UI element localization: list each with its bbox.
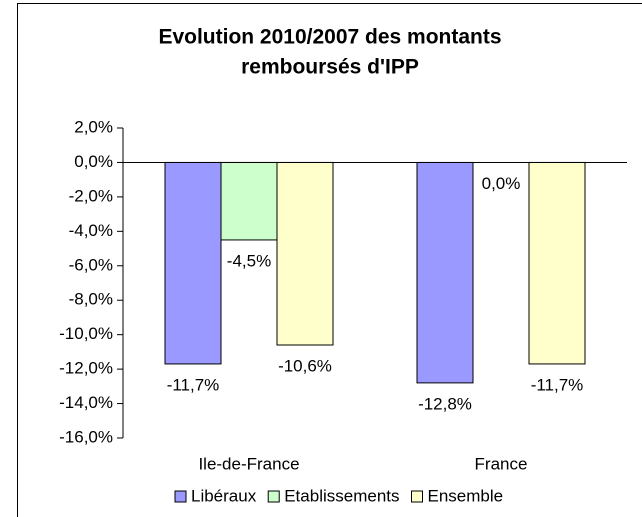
chart-title: remboursés d'IPP	[241, 56, 419, 79]
value-label: 0,0%	[482, 174, 521, 193]
y-tick-label: -8,0%	[69, 290, 113, 309]
x-tick-label: France	[475, 454, 528, 473]
bar	[416, 161, 474, 384]
y-tick-label: 0,0%	[74, 152, 113, 171]
legend-label: Libéraux	[191, 486, 257, 505]
chart-title: Evolution 2010/2007 des montants	[158, 26, 501, 49]
x-tick-label: Ile-de-France	[198, 454, 299, 473]
y-tick-label: -14,0%	[59, 393, 113, 412]
value-label: -11,7%	[167, 375, 220, 394]
value-label: -10,6%	[278, 356, 332, 375]
bar	[220, 161, 278, 241]
value-label: -11,7%	[531, 375, 584, 394]
legend-label: Etablissements	[284, 486, 399, 505]
legend-label: Ensemble	[428, 486, 504, 505]
legend-swatch	[174, 490, 187, 503]
bar	[164, 161, 222, 365]
value-label: -12,8%	[418, 394, 472, 413]
bar	[276, 161, 334, 346]
y-tick-label: -2,0%	[69, 186, 113, 205]
legend-swatch	[411, 490, 423, 503]
y-tick-label: 2,0%	[74, 117, 113, 136]
y-tick-label: -4,0%	[69, 221, 113, 240]
value-label: -4,5%	[227, 251, 271, 270]
y-tick-label: -12,0%	[59, 359, 113, 378]
bar	[528, 161, 586, 365]
legend-swatch	[267, 490, 280, 503]
y-tick-label: -16,0%	[59, 427, 113, 446]
y-tick-label: -10,0%	[59, 324, 113, 343]
y-tick-label: -6,0%	[69, 255, 113, 274]
